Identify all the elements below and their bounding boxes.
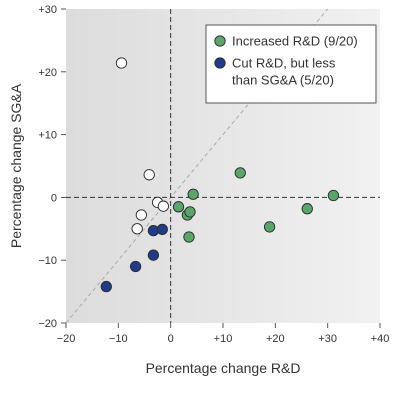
reference-lines — [65, 8, 380, 324]
legend-marker-1 — [214, 57, 226, 69]
x-tick-label: +30 — [318, 333, 337, 345]
data-point-series-0-0 — [172, 201, 185, 213]
data-point-series-2-5 — [131, 223, 143, 235]
data-point-series-1-1 — [129, 260, 142, 273]
data-point-series-2-4 — [135, 209, 148, 221]
y-axis-title: Percentage change SG&A — [8, 83, 24, 248]
legend-label-1-line-1: than SG&A (5/20) — [232, 73, 334, 88]
data-points — [100, 57, 340, 293]
y-tick-label: +10 — [38, 130, 57, 142]
diagonal-reference-line — [65, 8, 329, 324]
x-tick-label: +20 — [266, 333, 285, 345]
legend-label-1-line-0: Cut R&D, but less — [232, 56, 336, 71]
y-tick-label: 0 — [51, 192, 57, 204]
data-point-series-0-5 — [234, 167, 246, 179]
data-point-series-0-4 — [187, 188, 199, 200]
data-point-series-0-7 — [301, 203, 313, 215]
data-point-series-2-0 — [115, 57, 128, 69]
y-tick-label: −20 — [38, 318, 57, 330]
axis-ticks: −20 −10 0 +10 +20 +30 +40 +30 +20 +10 0 −10 −20 — [38, 4, 389, 345]
data-point-series-1-4 — [156, 223, 168, 236]
legend-box — [205, 24, 377, 104]
y-tick-label: −10 — [38, 255, 57, 267]
legend-label-0: Increased R&D (9/20) — [232, 34, 358, 49]
y-tick-label: +20 — [38, 67, 57, 79]
legend: Increased R&D (9/20) Cut R&D, but less tha… — [205, 24, 377, 104]
data-point-series-2-3 — [157, 200, 169, 212]
x-tick-label: +40 — [371, 333, 390, 345]
data-point-series-0-2 — [184, 206, 196, 218]
y-tick-label: +30 — [38, 4, 57, 16]
x-tick-label: −20 — [57, 333, 76, 345]
x-axis-title: Percentage change R&D — [146, 360, 301, 376]
x-tick-label: −10 — [109, 333, 128, 345]
data-point-series-1-0 — [100, 280, 112, 293]
legend-marker-0 — [214, 35, 226, 47]
x-tick-label: +10 — [214, 333, 233, 345]
data-point-series-1-2 — [147, 249, 160, 261]
data-point-series-0-8 — [327, 189, 340, 202]
data-point-series-0-6 — [263, 221, 276, 233]
data-point-series-0-3 — [183, 231, 195, 243]
data-point-series-2-1 — [143, 169, 155, 181]
x-tick-label: 0 — [168, 333, 174, 345]
